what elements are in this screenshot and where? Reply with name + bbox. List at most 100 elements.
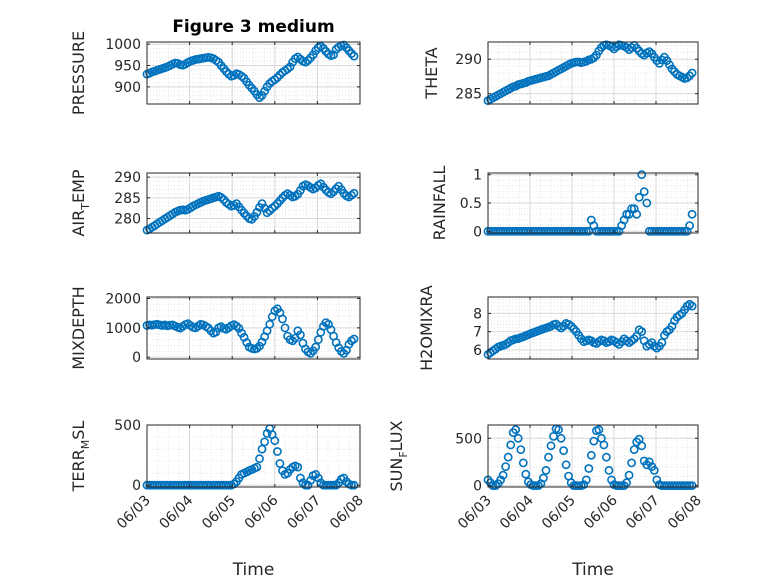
terr_msl-ylabel: TERRMSL	[69, 421, 92, 493]
sunflux-point	[584, 464, 594, 473]
h2omixra-ytick-label: 8	[473, 306, 482, 322]
terr_msl-ytick-label: 0	[132, 478, 141, 494]
sunflux-point	[561, 460, 571, 470]
mixdepth-point	[280, 323, 290, 333]
pressure-point	[347, 49, 356, 58]
h2omixra-ytick-label: 7	[473, 325, 482, 341]
air_temp-ytick-label: 285	[114, 191, 141, 207]
h2omixra-axes-box	[487, 296, 699, 360]
pressure-point	[321, 47, 331, 56]
h2omixra-point	[657, 338, 667, 347]
air_temp-ylabel: AIRTEMP	[69, 169, 92, 236]
sunflux-point	[559, 446, 568, 455]
air_temp-ytick-label: 290	[114, 170, 141, 186]
terr_msl-point	[270, 436, 280, 446]
mixdepth-point	[311, 342, 321, 352]
sunflux-point	[539, 473, 548, 483]
air_temp-point	[331, 184, 341, 194]
sunflux-point	[637, 441, 647, 451]
terr_msl-point	[316, 478, 326, 488]
sunflux-point	[629, 445, 639, 454]
mixdepth-ytick-label: 0	[132, 350, 141, 366]
rainfall-point	[632, 209, 642, 219]
terr_msl-ytick-label: 500	[114, 418, 141, 434]
sunflux-point	[652, 475, 662, 485]
sunflux-point	[622, 478, 631, 488]
sunflux-point	[518, 458, 528, 468]
sunflux-point	[627, 458, 636, 468]
terr_msl-point	[272, 447, 282, 456]
mixdepth-point	[278, 314, 287, 324]
pressure-point	[221, 67, 231, 76]
theta-ytick-label: 285	[455, 87, 482, 103]
sunflux-point	[516, 445, 526, 454]
rainfall-point	[685, 221, 694, 230]
terr_msl-point	[260, 437, 269, 447]
pressure-ytick-label: 1000	[105, 37, 141, 53]
pressure-point	[255, 93, 264, 102]
pressure-axes-box	[146, 41, 361, 105]
sunflux-point	[544, 452, 553, 462]
sunflux-point	[644, 457, 654, 467]
pressure-point	[303, 56, 313, 65]
air_temp-point	[265, 206, 275, 216]
terr_msl-point	[262, 428, 272, 438]
rainfall-point	[687, 209, 697, 219]
terr_msl-point	[306, 475, 315, 485]
mixdepth-point	[234, 323, 244, 333]
rainfall-ytick-label: 0	[473, 224, 482, 240]
pressure-point	[260, 86, 269, 96]
terr_msl-xlabel: Time	[232, 560, 275, 580]
sunflux-point	[614, 481, 624, 490]
sunflux-point	[594, 425, 604, 435]
mixdepth-ytick-label: 2000	[105, 291, 141, 307]
sunflux-point	[581, 475, 591, 485]
rainfall-ytick-label: 1	[473, 168, 482, 184]
terr_msl-point	[252, 462, 262, 472]
air_temp-axes-box	[146, 172, 361, 234]
sunflux-point	[602, 452, 611, 462]
theta-axes: 285 290 THETA	[422, 40, 699, 105]
pressure-ytick-label: 950	[114, 59, 141, 75]
pressure-point	[349, 51, 359, 61]
sunflux-point	[506, 440, 516, 450]
mixdepth-point	[242, 338, 252, 347]
sunflux-point	[599, 440, 609, 450]
terr_msl-point	[326, 480, 336, 490]
sunflux-xlabel: Time	[571, 560, 614, 580]
sunflux-ytick-label: 0	[473, 479, 482, 495]
rainfall-ylabel: RAINFALL	[430, 166, 449, 241]
theta-axes-box	[487, 41, 699, 105]
sunflux-point	[549, 431, 558, 441]
theta-point	[622, 43, 631, 52]
air_temp-point	[349, 188, 359, 198]
sunflux-point	[649, 465, 659, 475]
figure-title: Figure 3 medium	[172, 17, 334, 37]
rainfall-point	[677, 226, 687, 236]
terr_msl-point	[313, 473, 323, 483]
mixdepth-point	[232, 321, 241, 331]
rainfall-point	[627, 204, 636, 214]
sunflux-ytick-label: 500	[455, 431, 482, 447]
h2omixra-axes: 6 7 8 H2OMIXRA	[417, 285, 699, 371]
sunflux-point	[546, 441, 556, 451]
terr_msl-axes-box	[146, 424, 361, 488]
pressure-point	[272, 73, 282, 82]
sunflux-point	[498, 470, 508, 480]
theta-ylabel: THETA	[422, 47, 441, 99]
sunflux-ylabel: SUNFLUX	[387, 420, 410, 491]
theta-point	[687, 68, 697, 78]
sunflux-axes-box	[487, 424, 699, 488]
terr_msl-point	[331, 480, 341, 490]
rainfall-axes: 0 0.5 1 RAINFALL	[430, 166, 699, 241]
sunflux-point	[501, 462, 510, 471]
terr_msl-point	[275, 459, 285, 468]
terr_msl-point	[295, 473, 305, 483]
pressure-point	[283, 64, 292, 74]
sunflux-point	[556, 433, 566, 443]
sunflux-point	[586, 450, 596, 460]
h2omixra-ylabel: H2OMIXRA	[417, 285, 436, 371]
mixdepth-point	[295, 330, 305, 340]
